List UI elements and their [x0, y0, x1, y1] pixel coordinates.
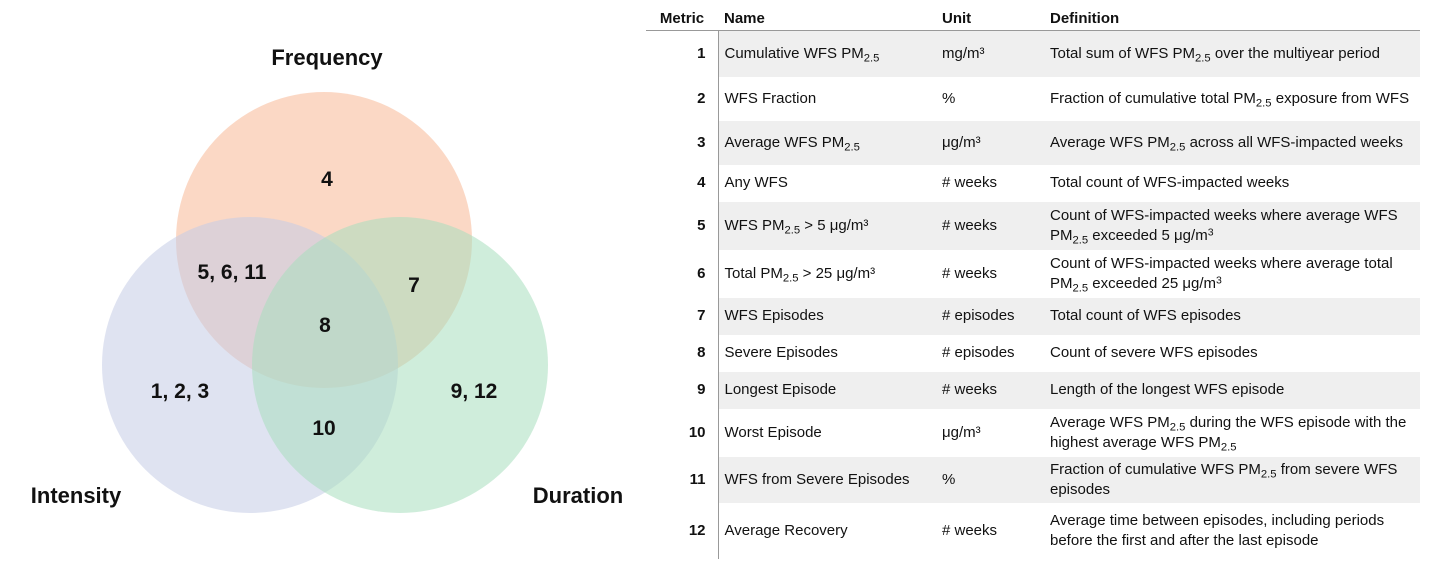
- name-cell: WFS Fraction: [724, 89, 817, 107]
- name-cell: Severe Episodes: [724, 344, 838, 361]
- metric-cell: 8: [646, 334, 719, 372]
- region-duration-only: 9, 12: [451, 380, 498, 403]
- definition-cell: Total sum of WFS PM2.5 over the multiyea…: [1044, 30, 1420, 77]
- table-row: 12 Average Recovery # weeks Average time be…: [646, 502, 1420, 559]
- metric-cell: 1: [646, 30, 719, 77]
- region-frequency-duration: 7: [408, 274, 420, 297]
- venn-diagram: Frequency Intensity Duration 4 5, 6, 11 …: [31, 45, 623, 513]
- name-cell: Total PM2.5 > 25 μg/m³: [724, 264, 876, 284]
- name-cell: Average Recovery: [724, 521, 848, 539]
- duration-circle: [252, 217, 548, 513]
- duration-label: Duration: [533, 483, 623, 508]
- definition-cell: Length of the longest WFS episode: [1044, 371, 1420, 409]
- definition-cell: Fraction of cumulative WFS PM2.5 from se…: [1044, 456, 1420, 503]
- metric-cell: 12: [646, 502, 719, 559]
- region-center: 8: [319, 314, 331, 337]
- definition-cell: Average time between episodes, including…: [1050, 511, 1385, 549]
- unit-cell: # weeks: [942, 174, 998, 191]
- table-row: 2 WFS Fraction% Fraction of cumulative tot…: [646, 76, 1420, 121]
- metric-cell: 9: [646, 371, 719, 409]
- table-row: 1 Cumulative WFS PM2.5 mg/m³ Total sum of W…: [646, 30, 1420, 77]
- unit-cell: μg/m³: [942, 423, 981, 441]
- unit-cell: # weeks: [936, 371, 1044, 409]
- definition-cell: Total count of WFS-impacted weeks: [1050, 174, 1290, 191]
- definition-cell: Average WFS PM2.5 during the WFS episode…: [1050, 413, 1407, 453]
- unit-cell: mg/m³: [936, 30, 1044, 77]
- definition-cell: Average WFS PM2.5 across all WFS-impacte…: [1044, 120, 1420, 165]
- unit-cell: %: [936, 456, 1044, 503]
- definition-cell: Count of WFS-impacted weeks where averag…: [1044, 201, 1420, 250]
- table-row: 6 Total PM2.5 > 25 μg/m³ # weeks Count of W…: [646, 249, 1420, 298]
- region-frequency-only: 4: [321, 168, 333, 191]
- table-row: 10 Worst Episode μg/m³ Average WFS PM2.5 du…: [646, 408, 1420, 457]
- intensity-label: Intensity: [31, 483, 122, 508]
- table-row: 11 WFS from Severe Episodes% Fraction of c…: [646, 456, 1420, 503]
- metric-cell: 3: [646, 120, 719, 165]
- name-cell: Worst Episode: [724, 423, 822, 441]
- table-row: 3 Average WFS PM2.5 μg/m³ Average WFS PM2.5…: [646, 120, 1420, 165]
- table-row: 5 WFS PM2.5 > 5 μg/m³ # weeks Count of WFS-…: [646, 201, 1420, 250]
- table-row: 4 Any WFS # weeks Total count of WFS-impact…: [646, 164, 1420, 202]
- unit-cell: %: [942, 89, 956, 107]
- name-cell: Longest Episode: [718, 371, 936, 409]
- unit-cell: μg/m³: [936, 120, 1044, 165]
- header-definition: Definition: [1044, 6, 1420, 31]
- header-metric: Metric: [646, 6, 718, 31]
- definition-cell: Count of severe WFS episodes: [1050, 344, 1258, 361]
- table-header-row: Metric Name Unit Definition: [646, 6, 1420, 31]
- region-intensity-duration: 10: [312, 417, 335, 440]
- unit-cell: # episodes: [942, 344, 1015, 361]
- table-row: 9 Longest Episode # weeks Length of the lon…: [646, 371, 1420, 409]
- metrics-table: Metric Name Unit Definition 1 Cumulative …: [646, 6, 1420, 559]
- metric-cell: 7: [646, 297, 719, 335]
- frequency-label: Frequency: [271, 45, 383, 70]
- metric-cell: 2: [646, 76, 719, 121]
- region-intensity-only: 1, 2, 3: [151, 380, 209, 403]
- metric-cell: 10: [646, 408, 719, 457]
- unit-cell: # weeks: [942, 521, 998, 539]
- name-cell: Cumulative WFS PM2.5: [718, 30, 936, 77]
- unit-cell: # weeks: [936, 201, 1044, 250]
- region-intensity-frequency: 5, 6, 11: [198, 261, 267, 284]
- name-cell: WFS Episodes: [718, 297, 936, 335]
- header-name: Name: [718, 6, 936, 31]
- header-unit: Unit: [936, 6, 1044, 31]
- name-cell: WFS from Severe Episodes: [718, 456, 936, 503]
- metric-cell: 6: [646, 249, 719, 298]
- unit-cell: # episodes: [936, 297, 1044, 335]
- definition-cell: Count of WFS-impacted weeks where averag…: [1050, 254, 1393, 294]
- name-cell: Any WFS: [724, 174, 788, 191]
- table-row: 8 Severe Episodes # episodes Count of sever…: [646, 334, 1420, 372]
- name-cell: WFS PM2.5 > 5 μg/m³: [718, 201, 936, 250]
- table-body: 1 Cumulative WFS PM2.5 mg/m³ Total sum of W…: [646, 30, 1420, 559]
- unit-cell: # weeks: [942, 264, 998, 282]
- definition-cell: Total count of WFS episodes: [1044, 297, 1420, 335]
- metric-cell: 11: [646, 456, 719, 503]
- definition-cell: Fraction of cumulative total PM2.5 expos…: [1050, 89, 1410, 109]
- metric-cell: 5: [646, 201, 719, 250]
- name-cell: Average WFS PM2.5: [718, 120, 936, 165]
- table-row: 7 WFS Episodes # episodes Total count of WF…: [646, 297, 1420, 335]
- metric-cell: 4: [646, 164, 719, 202]
